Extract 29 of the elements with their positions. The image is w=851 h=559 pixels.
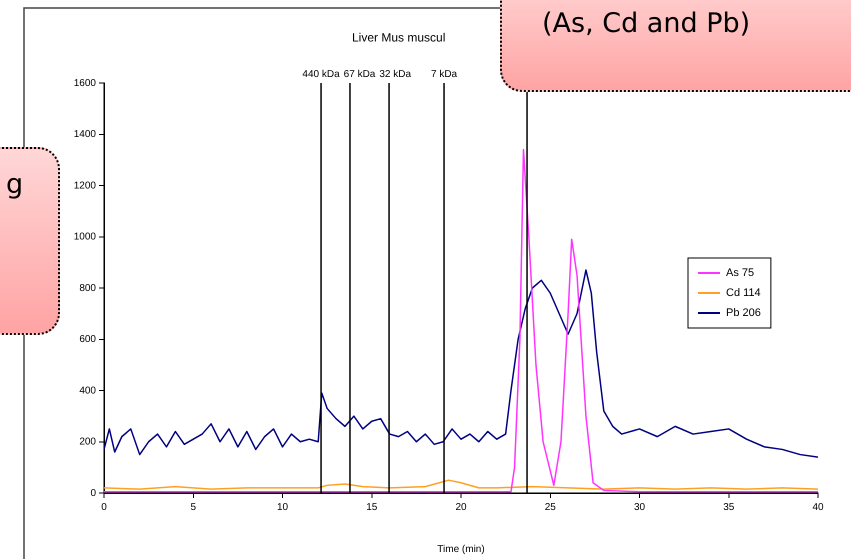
x-tick-label: 30 — [634, 502, 646, 513]
y-tick-label: 1000 — [74, 232, 96, 242]
ref-line-label: 32 kDa — [379, 68, 412, 80]
y-tick-label: 1200 — [74, 180, 96, 192]
x-axis-title: Time (min) — [437, 544, 485, 555]
x-tick-label: 0 — [101, 502, 108, 513]
y-tick-label: 1400 — [74, 129, 96, 140]
x-tick-label: 40 — [812, 502, 824, 513]
x-tick-label: 5 — [190, 502, 196, 513]
y-tick-label: 200 — [79, 436, 96, 448]
callout-box: (As, Cd and Pb) — [500, 0, 851, 92]
chart-title: Liver Mus muscul — [352, 30, 446, 44]
legend-label: Pb 206 — [726, 307, 761, 320]
y-tick-label: 400 — [79, 385, 96, 396]
ref-line-label: 67 kDa — [344, 68, 376, 80]
legend-label: Cd 114 — [726, 287, 761, 300]
y-tick-label: 600 — [79, 334, 96, 345]
y-tick-label: 0 — [90, 488, 96, 499]
x-tick-label: 15 — [366, 502, 378, 513]
legend-label: As 75 — [726, 267, 754, 280]
x-tick-label: 35 — [723, 502, 735, 513]
ref-line-label: 7 kDa — [430, 68, 458, 80]
y-tick-label: 800 — [79, 282, 96, 294]
x-tick-label: 10 — [276, 502, 288, 513]
y-tick-label: 1600 — [74, 78, 96, 89]
ref-line-label: 440 kDa — [302, 68, 340, 80]
x-tick-label: 25 — [544, 502, 556, 513]
callout-box: g — [0, 147, 60, 335]
x-tick-label: 20 — [455, 502, 467, 513]
